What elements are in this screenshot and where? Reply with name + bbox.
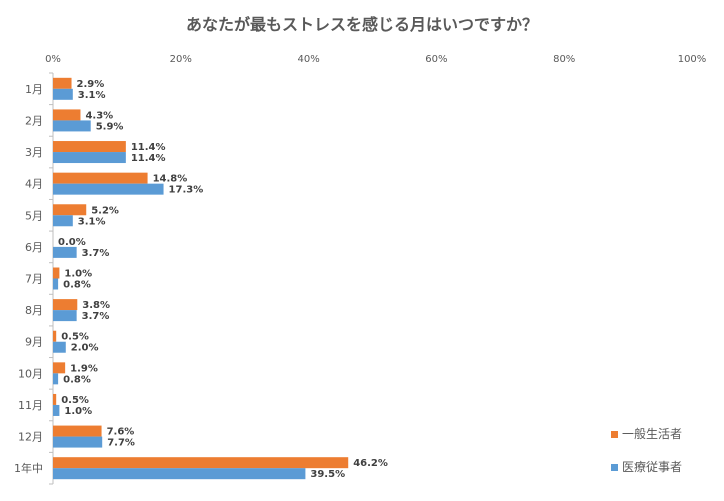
data-label: 7.6% <box>107 427 135 438</box>
x-axis-ticks: 0% 20% 40% 60% 80% 100% <box>45 54 706 65</box>
bar-general <box>53 393 57 405</box>
bar-medical <box>53 183 164 195</box>
legend-swatch <box>611 464 618 471</box>
category-label: 10月 <box>18 367 43 380</box>
bar-medical <box>53 373 59 385</box>
bar-general <box>53 109 81 121</box>
data-label: 2.9% <box>77 79 105 90</box>
bar-general <box>53 425 102 437</box>
data-label: 1.0% <box>64 269 92 280</box>
bar-medical <box>53 246 77 258</box>
data-label: 0.5% <box>61 395 89 406</box>
x-tick-label: 20% <box>170 54 192 65</box>
bar-general <box>53 267 60 279</box>
x-tick-label: 80% <box>553 54 575 65</box>
data-label: 0.5% <box>61 332 89 343</box>
bar-medical <box>53 120 91 132</box>
x-tick-label: 100% <box>678 54 707 65</box>
bar-general <box>53 141 126 153</box>
data-label: 39.5% <box>310 469 345 480</box>
bar-medical <box>53 215 73 227</box>
data-label: 3.7% <box>82 311 110 322</box>
chart-title: あなたが最もストレスを感じる月はいつですか？ <box>186 15 538 34</box>
legend-swatch <box>611 431 618 438</box>
bars <box>53 77 349 480</box>
x-tick-label: 0% <box>45 54 61 65</box>
category-label: 8月 <box>25 304 43 317</box>
data-label: 11.4% <box>131 153 166 164</box>
bar-general <box>53 330 57 342</box>
bar-medical <box>53 468 306 480</box>
category-label: 5月 <box>25 209 43 222</box>
bar-general <box>53 299 78 311</box>
data-label: 11.4% <box>131 142 166 153</box>
bar-general <box>53 362 66 374</box>
bar-medical <box>53 404 60 416</box>
legend-label: 一般生活者 <box>622 426 682 441</box>
y-axis-ticks: 1月 2月 3月 4月 5月 6月 7月 8月 9月 10月 11月 12月 1年中 <box>14 72 53 485</box>
bar-general <box>53 77 72 89</box>
data-label: 17.3% <box>169 185 204 196</box>
category-label: 11月 <box>18 399 43 412</box>
bar-medical <box>53 310 77 322</box>
category-label: 9月 <box>25 336 43 349</box>
bar-medical <box>53 152 126 164</box>
bar-general <box>53 172 148 184</box>
data-label: 3.1% <box>78 216 106 227</box>
data-label: 1.9% <box>70 363 98 374</box>
data-label: 3.1% <box>78 90 106 101</box>
data-label: 3.7% <box>82 248 110 259</box>
data-label: 1.0% <box>64 406 92 417</box>
category-label: 1月 <box>25 83 43 96</box>
data-label: 5.9% <box>96 121 124 132</box>
data-label: 7.7% <box>107 438 135 449</box>
bar-medical <box>53 341 66 353</box>
bar-labels: 2.9%3.1%4.3%5.9%11.4%11.4%14.8%17.3%5.2%… <box>58 79 388 480</box>
category-label: 12月 <box>18 431 43 444</box>
x-tick-label: 60% <box>425 54 447 65</box>
bar-medical <box>53 278 59 290</box>
x-tick-label: 40% <box>297 54 319 65</box>
data-label: 46.2% <box>353 458 388 469</box>
category-label: 4月 <box>25 178 43 191</box>
category-label: 2月 <box>25 114 43 127</box>
bar-general <box>53 457 349 469</box>
bar-medical <box>53 436 103 448</box>
data-label: 0.8% <box>63 374 91 385</box>
category-label: 3月 <box>25 146 43 159</box>
category-label: 1年中 <box>14 461 43 475</box>
category-label: 6月 <box>25 241 43 254</box>
data-label: 3.8% <box>82 300 110 311</box>
legend-label: 医療従事者 <box>622 460 682 474</box>
data-label: 4.3% <box>85 110 113 121</box>
data-label: 14.8% <box>153 174 188 185</box>
data-label: 0.0% <box>58 237 86 248</box>
category-label: 7月 <box>25 273 43 286</box>
data-label: 5.2% <box>91 205 119 216</box>
bar-general <box>53 204 87 216</box>
data-label: 0.8% <box>63 280 91 291</box>
data-label: 2.0% <box>71 343 99 354</box>
bar-medical <box>53 88 73 100</box>
